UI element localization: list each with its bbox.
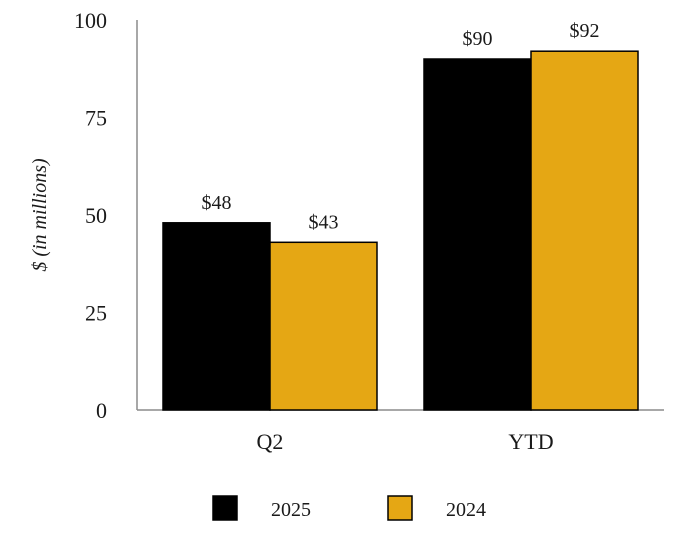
chart-legend: 2025 2024 — [212, 495, 486, 521]
y-tick-label: 25 — [85, 301, 107, 326]
x-tick-label: YTD — [508, 429, 553, 454]
y-tick-label: 0 — [96, 398, 107, 423]
data-label-2024-ytd: $92 — [570, 20, 600, 42]
data-label-2024-q2: $43 — [309, 211, 339, 233]
data-label-2025-q2: $48 — [202, 192, 232, 214]
y-tick-label: 100 — [74, 8, 107, 33]
bar-2025-q2 — [162, 222, 271, 411]
bar-2024-q2 — [269, 241, 378, 411]
y-tick-label: 75 — [85, 106, 107, 131]
chart-axes: 0 25 50 75 100 $ (in millions) Q2 YTD — [29, 8, 664, 454]
legend-swatch-2025 — [212, 495, 238, 521]
chart-data-labels: $48 $43 $90 $92 — [202, 20, 600, 233]
data-label-2025-ytd: $90 — [463, 28, 493, 50]
chart-bars — [162, 50, 639, 411]
legend-swatch-2024 — [387, 495, 413, 521]
bar-2024-ytd — [530, 50, 639, 411]
bar-2025-ytd — [423, 58, 532, 411]
legend-label-2024: 2024 — [446, 499, 486, 521]
x-tick-label: Q2 — [257, 429, 284, 454]
y-axis-label: $ (in millions) — [29, 158, 51, 272]
y-tick-label: 50 — [85, 203, 107, 228]
legend-label-2025: 2025 — [271, 499, 311, 521]
